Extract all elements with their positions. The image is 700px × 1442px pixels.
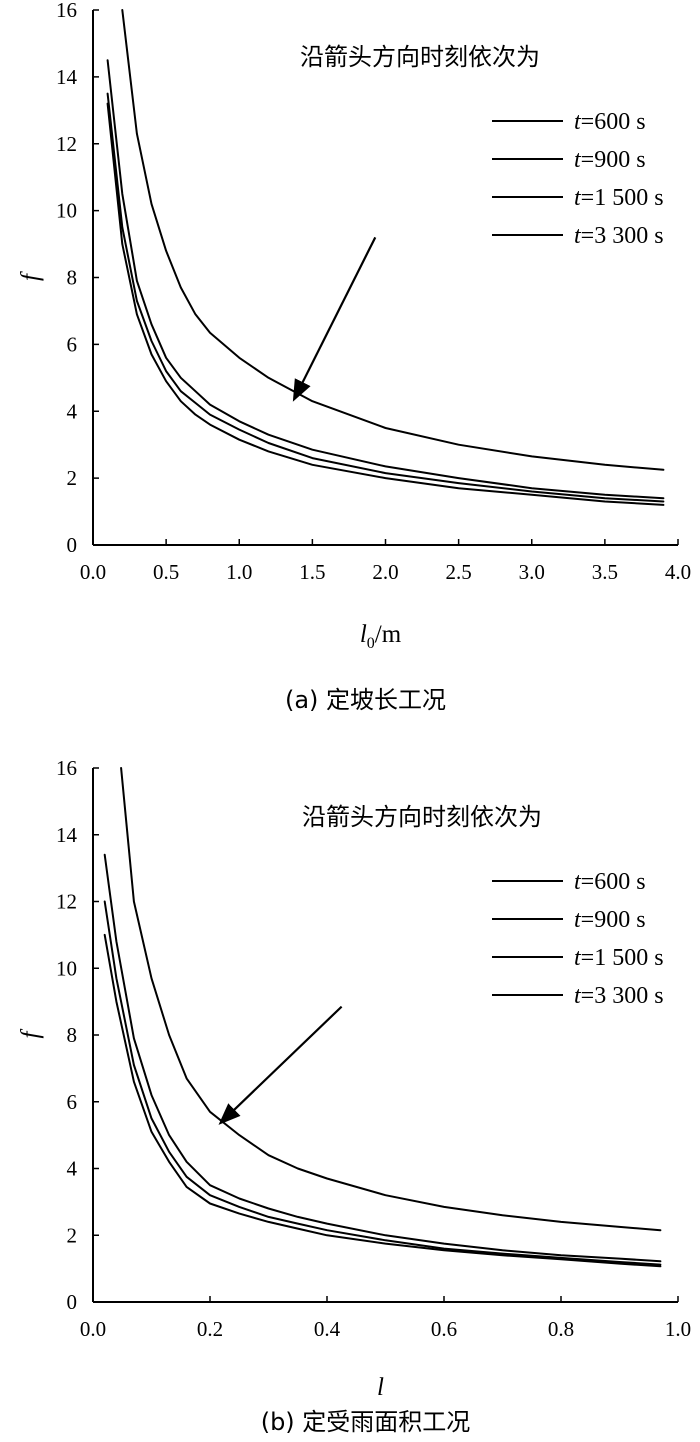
- legend-entry: t=900 s: [574, 147, 646, 173]
- series-line-3: [103, 933, 662, 1268]
- y-tick-label: 12: [56, 890, 77, 914]
- y-tick-label: 8: [67, 266, 78, 290]
- annotation-text: 沿箭头方向时刻依次为: [300, 43, 540, 71]
- y-tick-label: 16: [56, 756, 77, 780]
- legend-entry: t=1 500 s: [574, 185, 664, 211]
- y-tick-label: 6: [67, 1090, 78, 1114]
- x-tick-label: 1.0: [665, 1317, 691, 1341]
- figure-caption: (a) 定坡长工况: [285, 686, 446, 714]
- y-tick-label: 10: [56, 199, 77, 223]
- x-tick-label: 0.5: [153, 560, 179, 584]
- annotation-text: 沿箭头方向时刻依次为: [302, 803, 542, 831]
- x-tick-label: 1.0: [226, 560, 252, 584]
- x-axis-label: l0/m: [360, 621, 402, 652]
- x-tick-label: 0.2: [197, 1317, 223, 1341]
- x-tick-label: 1.5: [299, 560, 325, 584]
- series-line-0: [121, 9, 665, 471]
- x-tick-label: 2.5: [446, 560, 472, 584]
- y-tick-label: 2: [67, 466, 78, 490]
- y-axis-label: f: [17, 271, 44, 281]
- x-tick-label: 0.6: [431, 1317, 457, 1341]
- y-tick-label: 4: [67, 1157, 78, 1181]
- y-tick-label: 12: [56, 132, 77, 156]
- y-tick-label: 2: [67, 1223, 78, 1247]
- x-tick-label: 4.0: [665, 560, 691, 584]
- figure-caption: (b) 定受雨面积工况: [261, 1408, 471, 1436]
- y-tick-label: 8: [67, 1023, 78, 1047]
- y-tick-label: 0: [67, 533, 78, 557]
- legend-entry: t=3 300 s: [574, 983, 664, 1009]
- legend-entry: t=600 s: [574, 109, 646, 135]
- y-axis-label: f: [17, 1028, 44, 1038]
- chart-a: 0.0 0.5 1.0 1.5 2.0 2.5 3.0 3.5 4.0 0 2 4 6 8 10 12 14 16…: [17, 0, 691, 714]
- x-axis-label: l: [377, 1374, 384, 1401]
- series-line-3: [106, 102, 665, 506]
- y-tick-label: 14: [56, 823, 78, 847]
- y-tick-label: 10: [56, 956, 77, 980]
- y-tick-label: 14: [56, 65, 78, 89]
- x-tick-label: 3.5: [592, 560, 618, 584]
- legend-entry: t=900 s: [574, 907, 646, 933]
- y-tick-label: 6: [67, 332, 78, 356]
- legend-entry: t=1 500 s: [574, 945, 664, 971]
- y-tick-label: 4: [67, 399, 78, 423]
- arrow: [218, 1005, 343, 1125]
- x-tick-label: 0.4: [314, 1317, 341, 1341]
- y-tick-label: 16: [56, 0, 77, 22]
- series-line-0: [120, 767, 662, 1232]
- series-line-1: [106, 59, 665, 500]
- chart-b: 0.0 0.2 0.4 0.6 0.8 1.0 0 2 4 6 8 10 12 14 16 f l 沿箭头方向时刻…: [17, 756, 691, 1436]
- series-line-2: [103, 900, 662, 1266]
- x-tick-label: 2.0: [372, 560, 398, 584]
- series-line-1: [103, 853, 662, 1263]
- x-tick-label: 0.8: [548, 1317, 574, 1341]
- legend-entry: t=600 s: [574, 869, 646, 895]
- arrow: [292, 236, 377, 402]
- x-tick-label: 0.0: [80, 560, 106, 584]
- y-tick-label: 0: [67, 1290, 78, 1314]
- x-tick-label: 3.0: [519, 560, 545, 584]
- legend-entry: t=3 300 s: [574, 223, 664, 249]
- x-tick-label: 0.0: [80, 1317, 106, 1341]
- series-line-2: [106, 92, 665, 503]
